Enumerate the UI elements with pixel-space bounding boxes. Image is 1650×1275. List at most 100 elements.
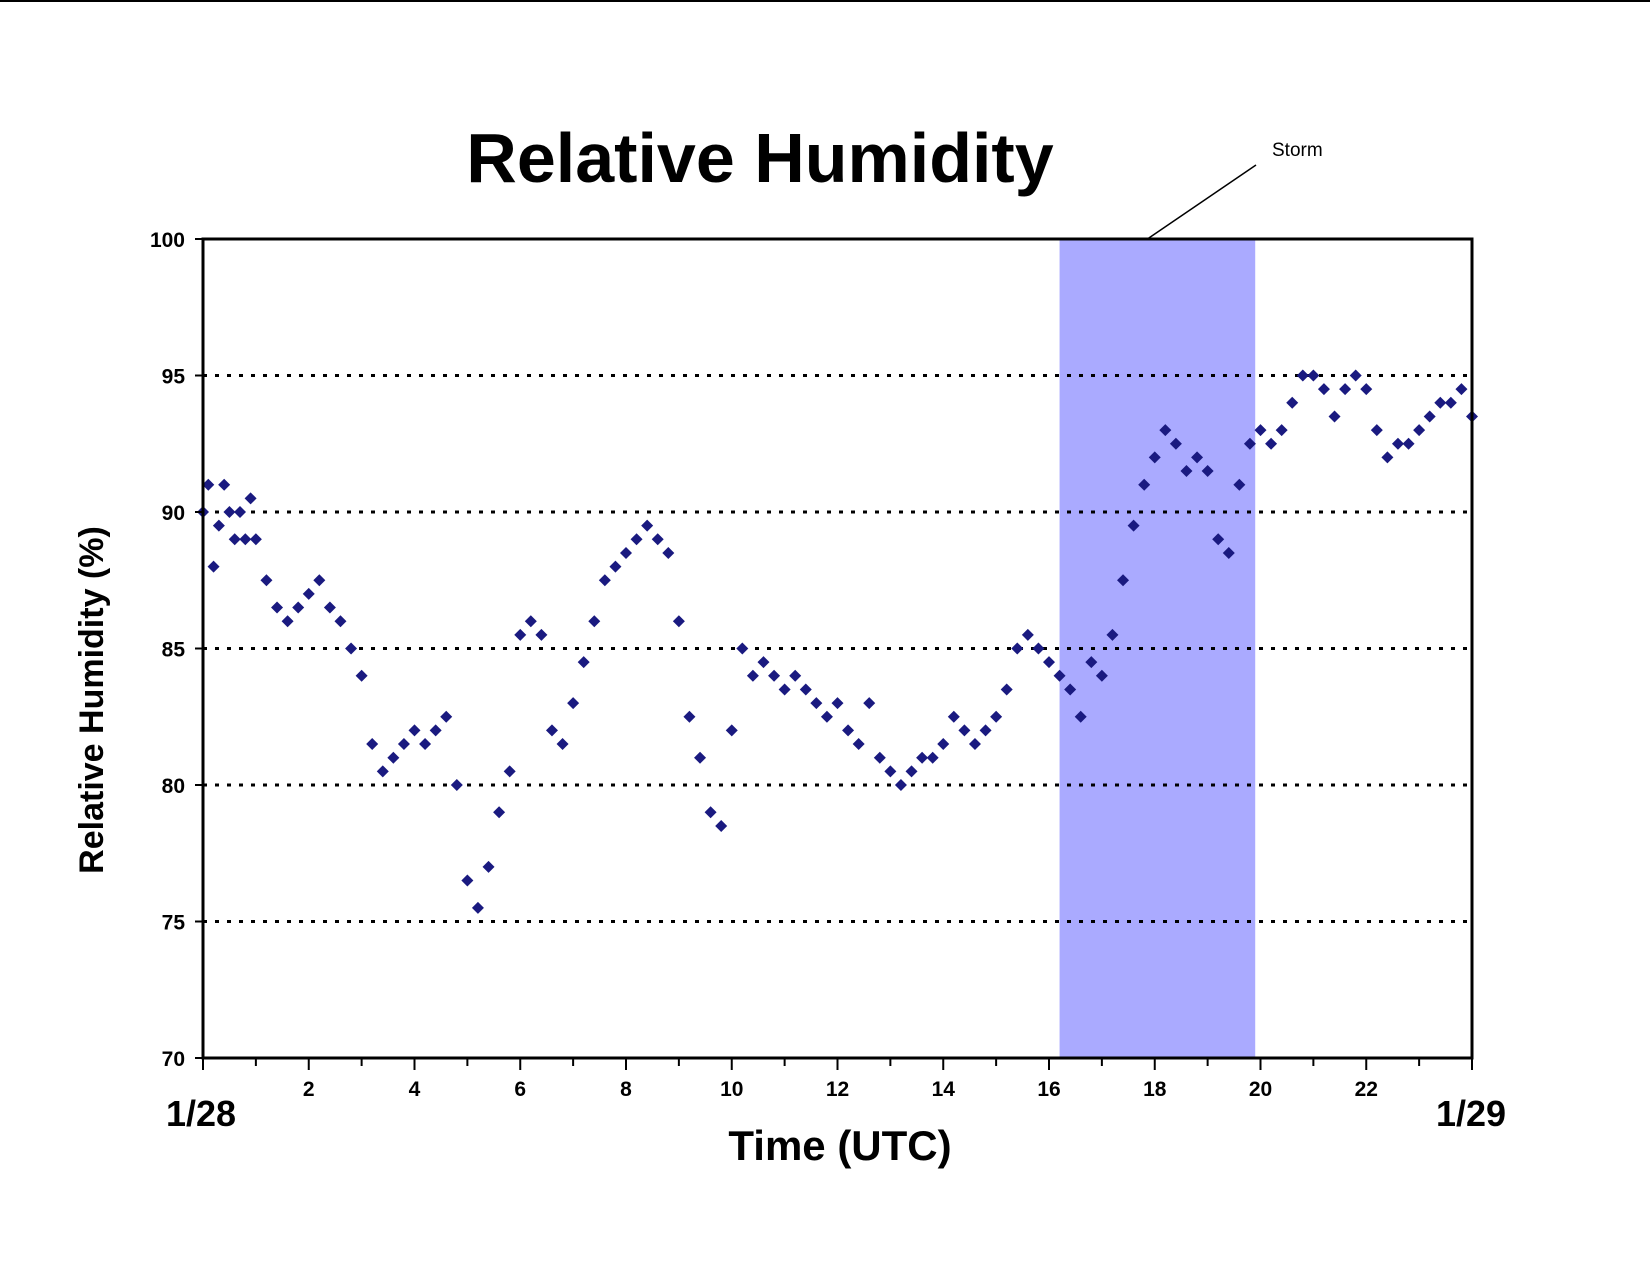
x-tick-label: 22 [1355,1078,1378,1101]
data-point [408,724,421,737]
y-tick-label: 70 [162,1048,185,1071]
data-point [1286,396,1299,409]
data-point [545,724,558,737]
data-point [704,806,717,819]
data-point [1402,437,1415,450]
data-point [863,697,876,710]
data-point [249,533,262,546]
data-point [1085,656,1098,669]
data-point [397,738,410,751]
data-point [1391,437,1404,450]
start-date-label: 1/28 [166,1093,237,1134]
data-point [429,724,442,737]
data-point [884,765,897,778]
data-point [1339,383,1352,396]
data-point [440,710,453,723]
gridlines [203,374,1472,923]
data-point [672,615,685,628]
storm-leader-line [1146,164,1257,240]
y-axis-ticks: 70 75 80 85 90 95 100 [150,229,203,1071]
data-point [746,669,759,682]
data-point [207,560,220,573]
data-point [1349,369,1362,382]
data-point [609,560,622,573]
data-point [1053,669,1066,682]
data-point [725,724,738,737]
data-points [197,369,1478,914]
y-tick-label: 80 [162,775,185,798]
x-tick-label: 16 [1037,1078,1060,1101]
data-point [334,615,347,628]
data-point [894,779,907,791]
plot-frame [201,237,1474,1060]
data-point [662,546,675,559]
data-point [831,697,844,710]
data-point [1032,642,1045,655]
data-point [694,751,707,764]
data-point [355,669,368,682]
data-point [757,656,770,669]
data-point [239,533,252,546]
y-tick-label: 75 [162,912,186,935]
data-point [1138,478,1151,491]
data-point [620,546,632,559]
data-point [366,738,379,751]
x-tick-label: 8 [620,1078,632,1101]
data-point [271,601,284,614]
storm-label: Storm [1272,140,1323,161]
data-point [683,710,696,723]
data-point [212,519,225,532]
data-point [736,642,749,655]
data-point [968,738,981,751]
data-point [1117,574,1130,587]
data-point [1074,710,1087,723]
data-point [234,506,247,518]
data-point [323,601,336,614]
y-tick-label: 85 [162,639,186,662]
data-point [905,765,918,778]
data-point [873,751,886,764]
data-point [1169,437,1182,450]
data-point [799,683,812,696]
data-point [990,710,1003,723]
y-tick-label: 90 [162,502,185,525]
data-point [1212,533,1225,546]
y-tick-label: 95 [162,366,186,389]
data-point [1106,628,1119,641]
x-tick-label: 12 [826,1078,849,1101]
data-point [1254,424,1267,437]
data-point [260,574,273,587]
data-point [1233,478,1246,491]
data-point [556,738,569,751]
x-tick-label: 14 [932,1078,956,1101]
data-point [514,628,527,641]
data-point [641,519,654,532]
data-point [292,601,305,614]
x-axis-label: Time (UTC) [728,1122,952,1169]
data-point [1370,424,1383,437]
data-point [461,874,474,887]
chart-title: Relative Humidity [466,119,1054,197]
data-point [450,779,463,791]
x-tick-label: 4 [409,1078,421,1101]
x-axis-ticks: 2 4 6 8 10 12 14 16 18 20 22 [202,1058,1473,1101]
data-point [218,478,231,491]
data-point [937,738,950,751]
data-point [493,806,506,819]
data-point [1064,683,1077,696]
data-point [715,819,728,832]
data-point [1444,396,1457,409]
data-point [778,683,791,696]
data-point [768,669,781,682]
data-point [1243,437,1256,450]
data-point [820,710,833,723]
data-point [926,751,939,764]
x-tick-label: 20 [1249,1078,1272,1101]
data-point [244,492,257,505]
data-point [503,765,516,778]
data-point [1222,546,1235,559]
data-point [1021,628,1034,641]
data-point [223,506,236,518]
data-point [1180,465,1193,478]
